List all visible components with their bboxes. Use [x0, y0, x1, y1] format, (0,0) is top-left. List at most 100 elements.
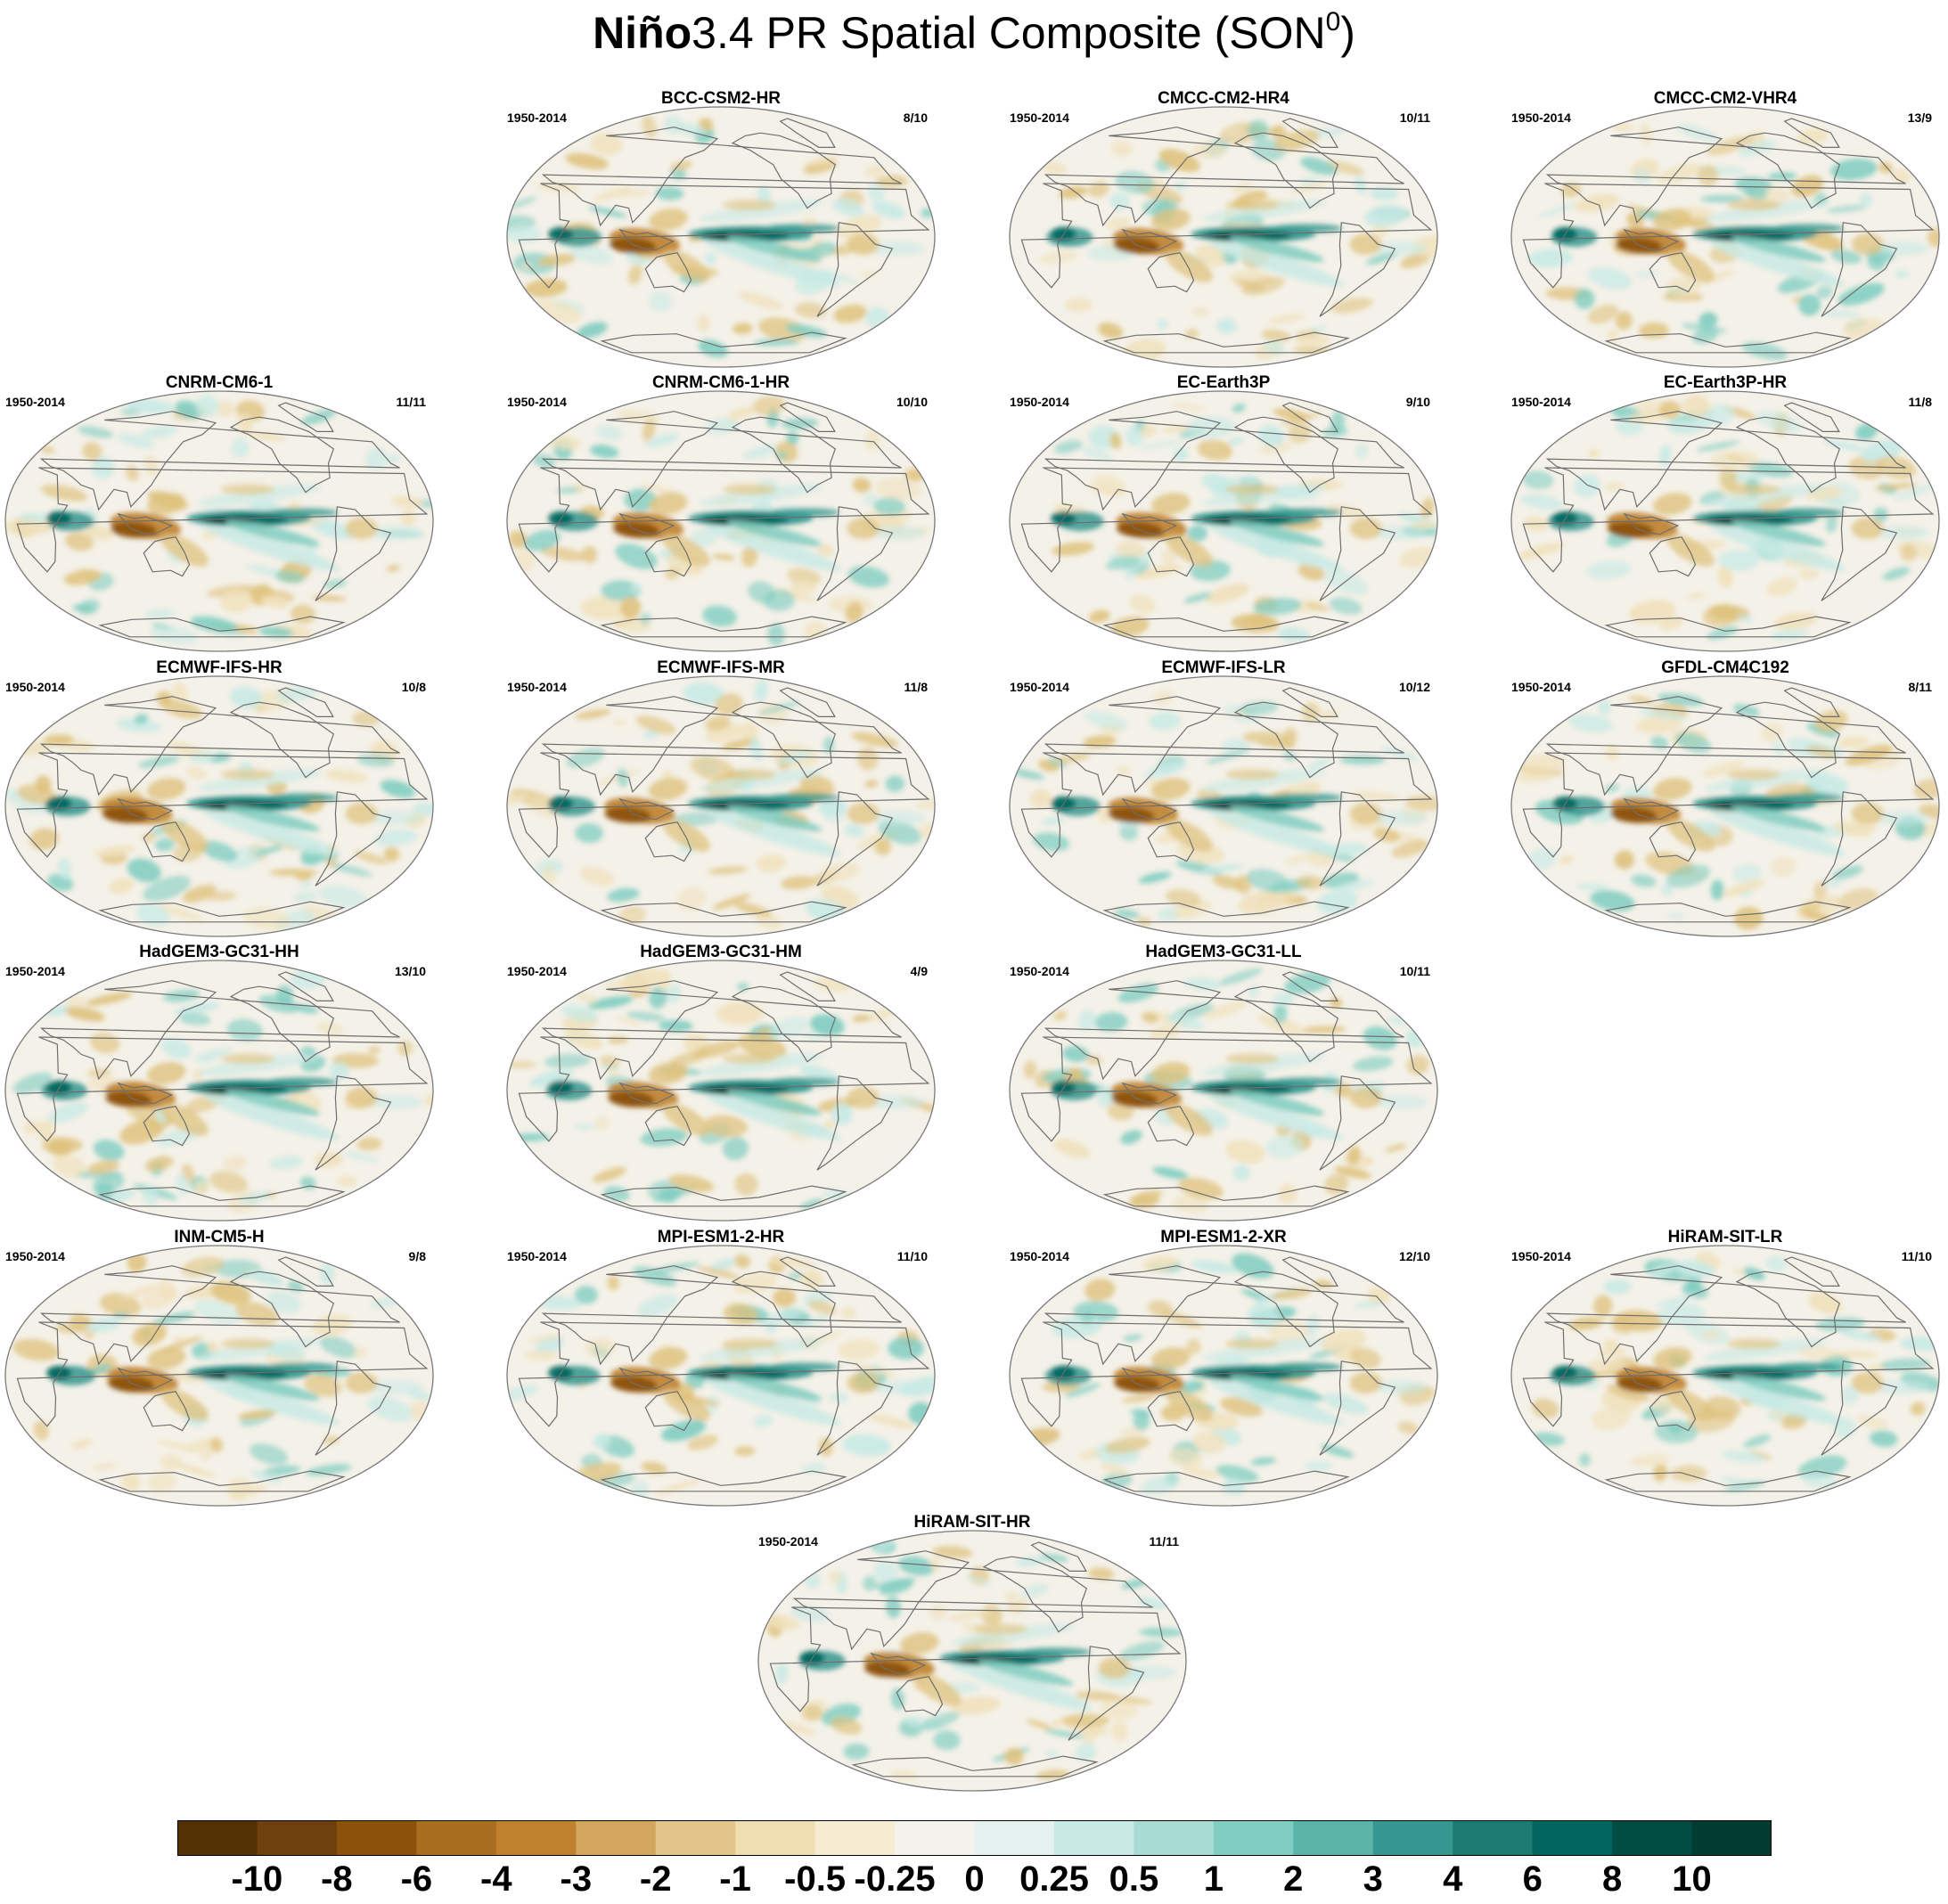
colorbar-swatch — [336, 1820, 417, 1856]
panel-title: INM-CM5-H — [174, 1228, 265, 1246]
global-map — [1009, 1245, 1438, 1507]
panel-event-count: 11/11 — [1149, 1534, 1180, 1549]
colorbar-swatch — [1691, 1820, 1772, 1856]
colorbar-tick-label: -10 — [231, 1859, 283, 1899]
panel-period: 1950-2014 — [1010, 680, 1069, 694]
colorbar-tick-label: -0.5 — [784, 1859, 847, 1899]
title-rest: 3.4 PR Spatial Composite (SON — [692, 8, 1326, 58]
colorbar-swatch — [735, 1820, 816, 1856]
map-border — [1009, 960, 1438, 1222]
panel-event-count: 11/11 — [396, 395, 427, 409]
map-border — [4, 675, 434, 937]
panel-event-count: 10/11 — [1399, 110, 1430, 125]
precipitation-field — [507, 676, 935, 936]
colorbar-swatch — [1213, 1820, 1294, 1856]
map-border — [4, 1245, 434, 1507]
colorbar-tick-label: 8 — [1601, 1859, 1623, 1899]
title-close: ) — [1340, 8, 1355, 58]
map-border — [506, 960, 936, 1222]
panel-event-count: 11/8 — [1908, 395, 1932, 409]
coastlines — [769, 1541, 1182, 1777]
colorbar-labels: -10 -8 -6 -4 -3 -2 -1 -0.5 -0.25 0 0.25 0.5 1 2 3 4 6 8 10 — [0, 1859, 1948, 1904]
map-panel: EC-Earth3P 1950-2014 9/10 — [1004, 372, 1443, 655]
global-map — [506, 1245, 936, 1507]
colorbar-swatch — [974, 1820, 1055, 1856]
panel-event-count: 11/10 — [896, 1249, 928, 1263]
panel-title: ECMWF-IFS-MR — [657, 658, 785, 677]
global-map — [1510, 1245, 1940, 1507]
colorbar-tick-label: 4 — [1443, 1859, 1463, 1899]
panel-period: 1950-2014 — [1511, 680, 1571, 694]
map-panel: MPI-ESM1-2-XR 1950-2014 12/10 — [1004, 1226, 1443, 1509]
coastlines — [1020, 118, 1433, 354]
panel-period: 1950-2014 — [507, 680, 567, 694]
global-map — [757, 1530, 1187, 1792]
map-panel: MPI-ESM1-2-HR 1950-2014 11/10 — [502, 1226, 940, 1509]
panel-period: 1950-2014 — [1010, 110, 1069, 125]
panel-title: MPI-ESM1-2-HR — [657, 1228, 785, 1246]
map-panel: GFDL-CM4C192 1950-2014 8/11 — [1506, 657, 1944, 940]
coastlines — [1020, 971, 1433, 1207]
map-border — [1510, 390, 1940, 652]
panel-title: HadGEM3-GC31-HM — [640, 943, 802, 961]
global-map — [4, 960, 434, 1222]
map-panel: CMCC-CM2-VHR4 1950-2014 13/9 — [1506, 87, 1944, 371]
precipitation-field — [1010, 1246, 1437, 1506]
precipitation-field — [758, 1531, 1186, 1791]
panel-title: ECMWF-IFS-HR — [156, 658, 282, 677]
map-border — [1009, 675, 1438, 937]
coastlines — [1522, 1256, 1935, 1492]
colorbar-swatch — [177, 1820, 258, 1856]
map-panel: INM-CM5-H 1950-2014 9/8 — [0, 1226, 438, 1509]
precipitation-field — [507, 107, 935, 367]
panel-event-count: 11/10 — [1901, 1249, 1932, 1263]
precipitation-field — [1511, 391, 1939, 651]
colorbar-tick-label: -4 — [480, 1859, 512, 1899]
map-border — [1510, 675, 1940, 937]
colorbar-swatch — [495, 1820, 577, 1856]
panel-period: 1950-2014 — [1010, 964, 1069, 978]
colorbar-swatch — [257, 1820, 338, 1856]
panel-event-count: 13/10 — [394, 964, 426, 978]
global-map — [1009, 390, 1438, 652]
colorbar-swatch — [416, 1820, 497, 1856]
colorbar-swatch — [576, 1820, 657, 1856]
panel-period: 1950-2014 — [758, 1534, 818, 1549]
panel-period: 1950-2014 — [1010, 395, 1069, 409]
coastlines — [1522, 118, 1935, 354]
colorbar-tick-label: 2 — [1283, 1859, 1304, 1899]
colorbar — [177, 1820, 1772, 1856]
panel-event-count: 4/9 — [910, 964, 928, 978]
map-border — [506, 106, 936, 368]
panel-period: 1950-2014 — [507, 110, 567, 125]
colorbar-tick-label: 0 — [964, 1859, 985, 1899]
panel-event-count: 10/10 — [896, 395, 928, 409]
panel-event-count: 9/10 — [1405, 395, 1430, 409]
coastlines — [518, 687, 930, 923]
panel-title: EC-Earth3P — [1176, 373, 1271, 392]
panel-event-count: 11/8 — [904, 680, 928, 694]
panel-title: CNRM-CM6-1 — [165, 373, 274, 392]
precipitation-field — [1010, 107, 1437, 367]
panel-title: MPI-ESM1-2-XR — [1160, 1228, 1287, 1246]
panel-period: 1950-2014 — [1010, 1249, 1069, 1263]
global-map — [1009, 960, 1438, 1222]
panel-title: HiRAM-SIT-HR — [913, 1513, 1031, 1532]
panel-period: 1950-2014 — [507, 964, 567, 978]
figure-title: Niño3.4 PR Spatial Composite (SON0) — [0, 2, 1948, 64]
map-panel: HiRAM-SIT-LR 1950-2014 11/10 — [1506, 1226, 1944, 1509]
precipitation-field — [5, 1246, 433, 1506]
precipitation-field — [5, 676, 433, 936]
panel-period: 1950-2014 — [5, 395, 65, 409]
map-border — [1009, 106, 1438, 368]
precipitation-field — [1511, 107, 1939, 367]
colorbar-tick-label: 6 — [1522, 1859, 1543, 1899]
map-panel: ECMWF-IFS-MR 1950-2014 11/8 — [502, 657, 940, 940]
coastlines — [16, 1256, 429, 1492]
map-border — [1009, 1245, 1438, 1507]
panel-period: 1950-2014 — [5, 964, 65, 978]
coastlines — [16, 402, 429, 638]
precipitation-field — [1010, 391, 1437, 651]
precipitation-field — [5, 960, 433, 1221]
panel-event-count: 12/10 — [1398, 1249, 1430, 1263]
